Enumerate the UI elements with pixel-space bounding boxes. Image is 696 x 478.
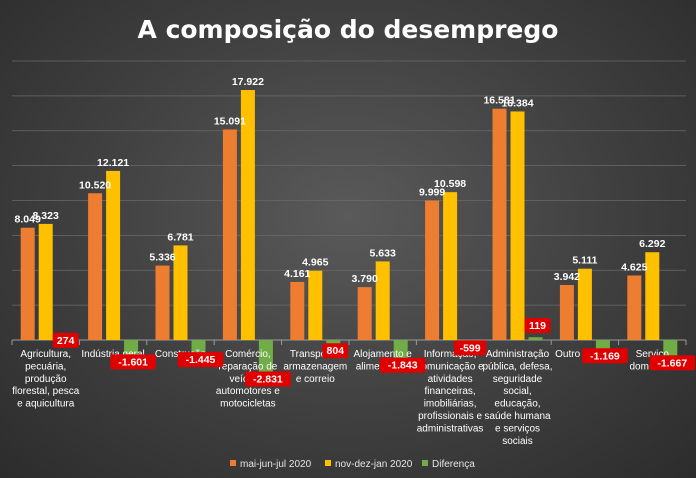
data-label: 5.336	[149, 252, 175, 264]
bar-nov-dez-jan	[38, 223, 53, 340]
diff-label-box	[582, 348, 628, 364]
category-label: Administração pública, defesa, seguridade s…	[482, 349, 552, 447]
diff-label-box	[177, 352, 224, 368]
bar-nov-dez-jan	[443, 192, 458, 340]
data-label: 5.633	[370, 247, 396, 259]
data-label: 8.323	[33, 210, 59, 222]
diff-label-box	[52, 332, 79, 348]
diff-label: -1.445	[186, 354, 216, 366]
bar-nov-dez-jan	[510, 111, 525, 341]
bar-nov-dez-jan	[308, 270, 323, 340]
bar-nov-dez-jan	[645, 252, 660, 340]
bar-mai-jun-jul	[425, 200, 440, 340]
diff-label: -599	[460, 342, 481, 354]
diff-label: -2.831	[253, 373, 283, 385]
bar-mai-jun-jul	[627, 275, 642, 340]
data-label: 17.922	[232, 76, 264, 88]
data-label: 3.942	[554, 271, 580, 283]
legend-swatch	[325, 460, 331, 466]
data-label: 3.790	[352, 273, 378, 285]
data-label: 10.598	[434, 178, 466, 190]
diff-label-box	[322, 343, 349, 359]
diff-label: 119	[529, 320, 546, 332]
bar-mai-jun-jul	[20, 227, 35, 340]
bar-nov-dez-jan	[106, 170, 121, 340]
diff-label-box	[453, 340, 487, 356]
bar-nov-dez-jan	[173, 245, 188, 340]
bar-nov-dez-jan	[240, 90, 255, 340]
data-label: 6.292	[639, 238, 665, 250]
data-label: 4.161	[284, 268, 310, 280]
diff-label-box	[245, 371, 291, 387]
diff-label: -1.169	[590, 350, 620, 362]
category-label: Agricultura, pecuária, produção florestal, …	[12, 349, 80, 410]
bar-mai-jun-jul	[88, 193, 103, 340]
data-label: 16.384	[501, 97, 533, 109]
data-label: 4.965	[302, 257, 328, 269]
bars-layer	[20, 90, 678, 380]
data-label: 10.520	[79, 179, 111, 191]
bar-mai-jun-jul	[492, 108, 507, 341]
data-label: 15.091	[214, 115, 246, 127]
bar-mai-jun-jul	[559, 285, 574, 340]
legend-entry: mai-jun-jul 2020	[240, 459, 312, 470]
bar-nov-dez-jan	[375, 261, 390, 340]
bar-diferenca	[258, 340, 273, 380]
legend-swatch	[230, 460, 236, 466]
diff-label-box	[524, 318, 551, 333]
data-label: 4.625	[621, 261, 647, 273]
legend-entry: Diferença	[432, 459, 475, 470]
data-label: 16.581	[483, 95, 515, 107]
bar-nov-dez-jan	[577, 268, 592, 340]
diff-label: -1.843	[388, 360, 418, 372]
category-label: Informação, comunicação e atividades financ…	[416, 349, 484, 434]
diff-label-box	[379, 357, 426, 373]
bar-mai-jun-jul	[222, 129, 237, 340]
bar-mai-jun-jul	[155, 265, 170, 340]
legend-swatch	[422, 460, 428, 466]
bar-mai-jun-jul	[290, 281, 305, 340]
legend: mai-jun-jul 2020 nov-dez-jan 2020 Diferenç…	[230, 459, 475, 470]
bar-mai-jun-jul	[357, 287, 372, 340]
chart-title: A composição do desemprego	[138, 15, 559, 44]
data-label: 8.049	[15, 214, 41, 226]
diff-label: 274	[57, 335, 75, 347]
diff-label: 804	[327, 345, 345, 357]
diff-label: -1.601	[118, 356, 148, 368]
diff-label-box	[649, 355, 696, 371]
diff-label: -1.667	[657, 357, 687, 369]
data-label: 9.999	[419, 187, 445, 199]
data-label: 6.781	[167, 231, 193, 243]
data-label: 12.121	[97, 157, 129, 169]
category-label: Transporte, armazenagem e correio	[283, 349, 347, 385]
gridlines	[11, 60, 687, 345]
data-label: 5.111	[572, 255, 597, 267]
diff-label-box	[110, 354, 156, 370]
bar-diferenca	[528, 337, 543, 340]
legend-entry: nov-dez-jan 2020	[335, 459, 413, 470]
